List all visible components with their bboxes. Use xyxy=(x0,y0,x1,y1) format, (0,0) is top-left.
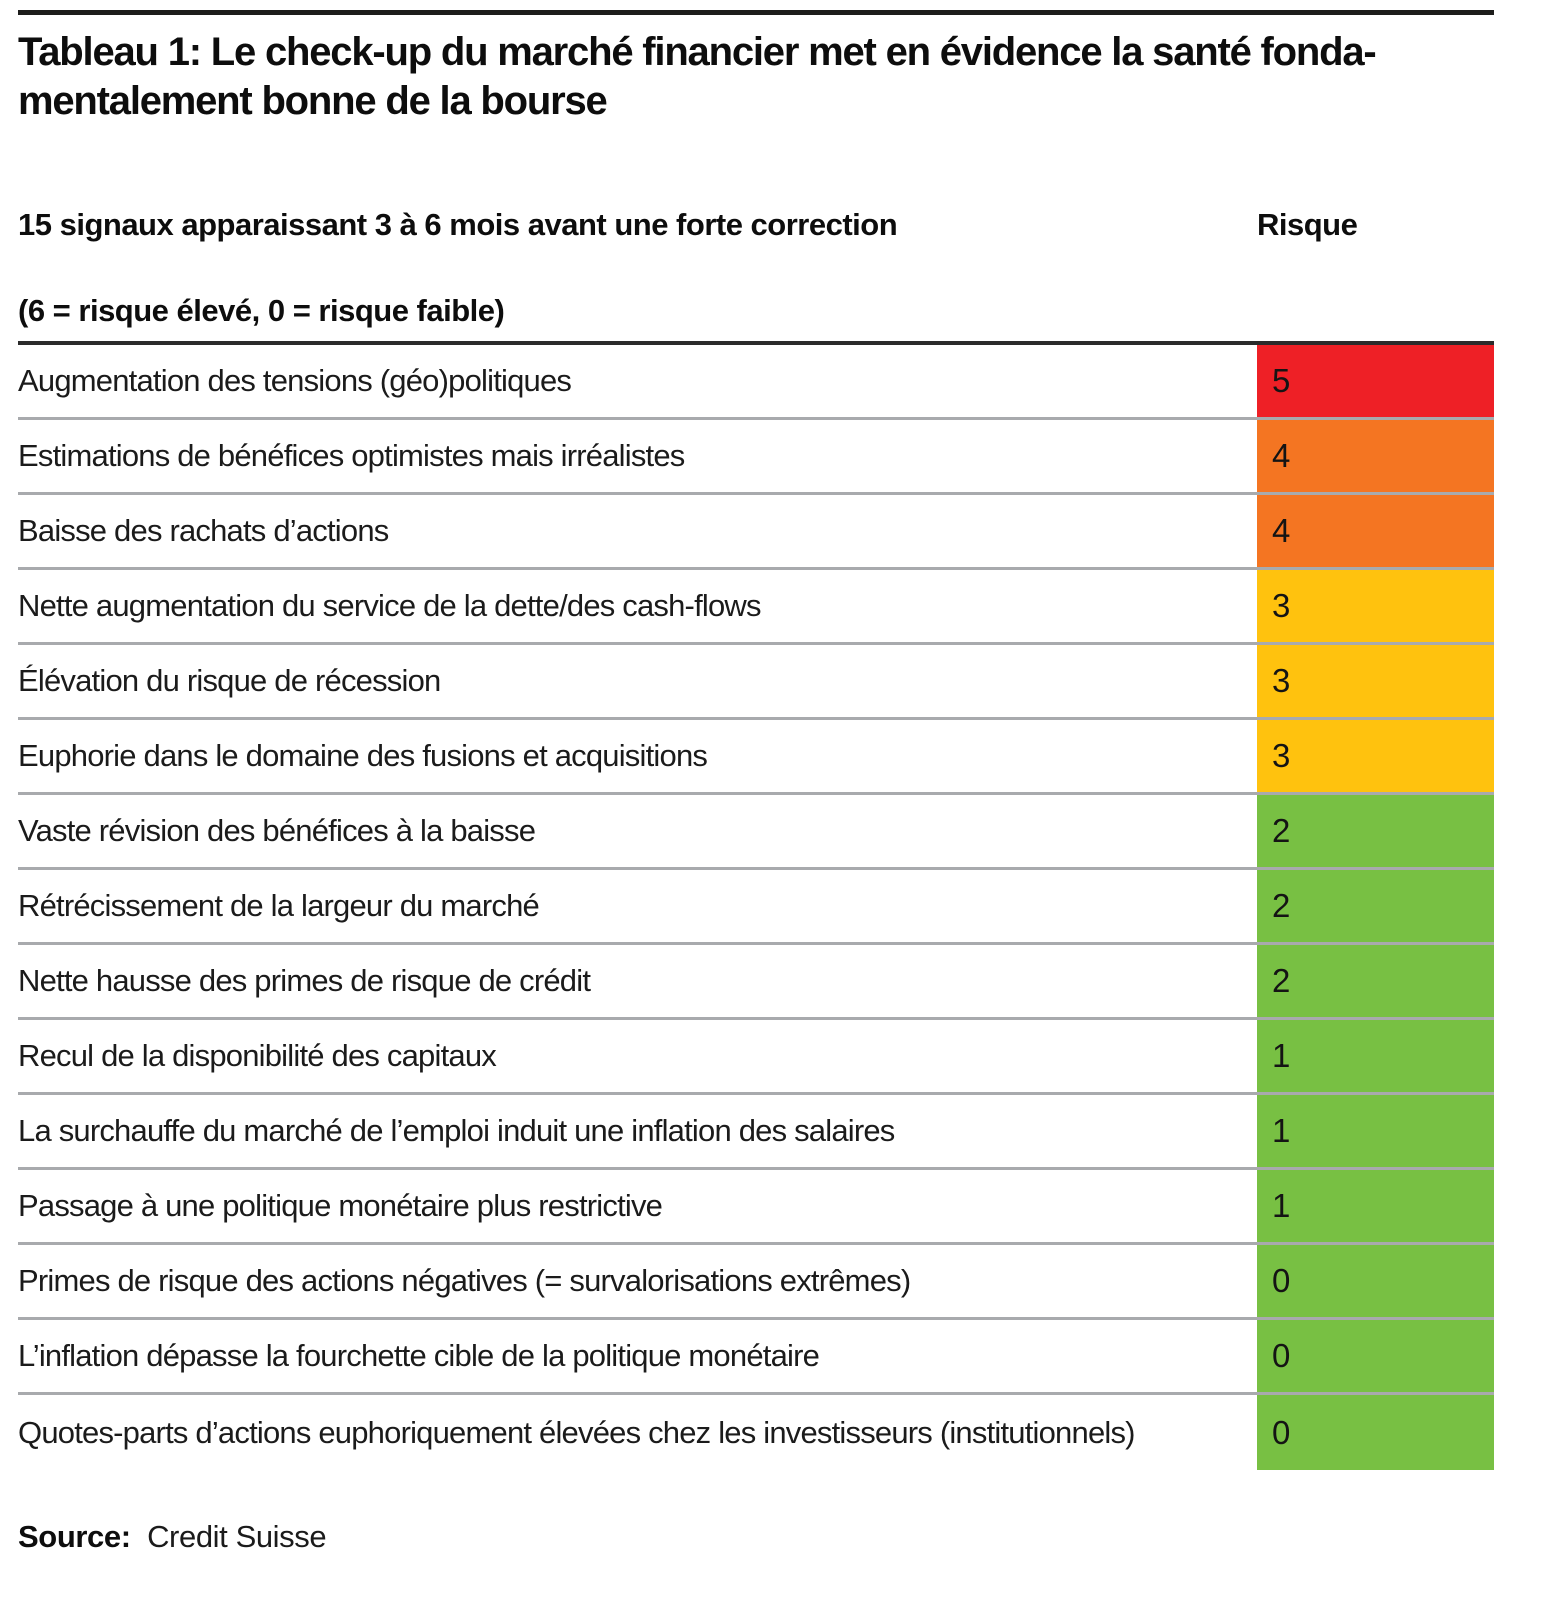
risk-value: 3 xyxy=(1272,737,1291,774)
signal-label: L’inflation dépasse la fourchette cible … xyxy=(18,1320,1257,1392)
signal-label: Vaste révision des bénéfices à la baisse xyxy=(18,795,1257,867)
table-row: Nette augmentation du service de la dett… xyxy=(18,570,1494,645)
column-header-row: 15 signaux apparaissant 3 à 6 mois avant… xyxy=(18,206,1494,244)
signal-label: Quotes-parts d’actions euphoriquement él… xyxy=(18,1395,1257,1470)
risk-value-cell: 4 xyxy=(1257,495,1494,567)
risk-value: 0 xyxy=(1272,1413,1291,1451)
source-value: Credit Suisse xyxy=(147,1519,327,1554)
table-row: Nette hausse des primes de risque de cré… xyxy=(18,945,1494,1020)
signal-label: Passage à une politique monétaire plus r… xyxy=(18,1170,1257,1242)
table-row: Quotes-parts d’actions euphoriquement él… xyxy=(18,1395,1494,1470)
risk-value: 3 xyxy=(1272,662,1291,699)
risk-value: 2 xyxy=(1272,887,1291,924)
risk-table: Augmentation des tensions (géo)politique… xyxy=(18,341,1494,1470)
source-line: Source: Credit Suisse xyxy=(18,1518,1494,1556)
risk-value-cell: 3 xyxy=(1257,645,1494,717)
risk-value: 5 xyxy=(1272,362,1291,399)
risk-value-cell: 0 xyxy=(1257,1395,1494,1470)
risk-value: 2 xyxy=(1272,812,1291,849)
table-row: Baisse des rachats d’actions 4 xyxy=(18,495,1494,570)
table-row: Estimations de bénéfices optimistes mais… xyxy=(18,420,1494,495)
table-row: Augmentation des tensions (géo)politique… xyxy=(18,345,1494,420)
figure: Tableau 1: Le check-up du marché financi… xyxy=(18,10,1494,1556)
table-row: La surchauffe du marché de l’emploi indu… xyxy=(18,1095,1494,1170)
risk-value: 2 xyxy=(1272,962,1291,999)
signal-label: Euphorie dans le domaine des fusions et … xyxy=(18,720,1257,792)
risk-scale-note: (6 = risque élevé, 0 = risque faible) xyxy=(18,293,505,328)
table-row: Primes de risque des actions négatives (… xyxy=(18,1245,1494,1320)
source-text xyxy=(139,1519,147,1554)
figure-title-line-1: Tableau 1: Le check-up du marché financi… xyxy=(18,30,1377,74)
column-header-risque: Risque xyxy=(1257,207,1358,242)
risk-value: 3 xyxy=(1272,587,1291,624)
column-header-signals: 15 signaux apparaissant 3 à 6 mois avant… xyxy=(18,207,898,242)
top-rule xyxy=(18,10,1494,15)
signal-label: Estimations de bénéfices optimistes mais… xyxy=(18,420,1257,492)
risk-value: 4 xyxy=(1272,437,1291,474)
risk-value-cell: 2 xyxy=(1257,870,1494,942)
source-label: Source: xyxy=(18,1519,131,1554)
signal-label: La surchauffe du marché de l’emploi indu… xyxy=(18,1095,1257,1167)
signal-label: Baisse des rachats d’actions xyxy=(18,495,1257,567)
risk-value: 1 xyxy=(1272,1187,1291,1224)
table-row: Euphorie dans le domaine des fusions et … xyxy=(18,720,1494,795)
risk-value-cell: 5 xyxy=(1257,345,1494,417)
risk-value: 4 xyxy=(1272,512,1291,549)
risk-value: 0 xyxy=(1272,1262,1291,1299)
risk-value-cell: 1 xyxy=(1257,1170,1494,1242)
table-row: L’inflation dépasse la fourchette cible … xyxy=(18,1320,1494,1395)
risk-table-body: Augmentation des tensions (géo)politique… xyxy=(18,345,1494,1470)
signal-label: Primes de risque des actions négatives (… xyxy=(18,1245,1257,1317)
risk-value: 0 xyxy=(1272,1337,1291,1374)
signal-label: Recul de la disponibilité des capitaux xyxy=(18,1020,1257,1092)
risk-value-cell: 0 xyxy=(1257,1245,1494,1317)
risk-value-cell: 2 xyxy=(1257,795,1494,867)
signal-label: Augmentation des tensions (géo)politique… xyxy=(18,345,1257,417)
risk-value-cell: 0 xyxy=(1257,1320,1494,1392)
signal-label: Nette hausse des primes de risque de cré… xyxy=(18,945,1257,1017)
figure-title-line-2: mentalement bonne de la bourse xyxy=(18,79,608,123)
risk-value: 1 xyxy=(1272,1112,1291,1149)
risk-value: 1 xyxy=(1272,1037,1291,1074)
risk-value-cell: 4 xyxy=(1257,420,1494,492)
risk-value-cell: 1 xyxy=(1257,1095,1494,1167)
signal-label: Nette augmentation du service de la dett… xyxy=(18,570,1257,642)
table-row: Passage à une politique monétaire plus r… xyxy=(18,1170,1494,1245)
table-row: Vaste révision des bénéfices à la baisse… xyxy=(18,795,1494,870)
risk-value-cell: 3 xyxy=(1257,720,1494,792)
risk-value-cell: 3 xyxy=(1257,570,1494,642)
risk-value-cell: 2 xyxy=(1257,945,1494,1017)
signal-label: Rétrécissement de la largeur du marché xyxy=(18,870,1257,942)
table-row: Élévation du risque de récession 3 xyxy=(18,645,1494,720)
table-row: Recul de la disponibilité des capitaux 1 xyxy=(18,1020,1494,1095)
risk-value-cell: 1 xyxy=(1257,1020,1494,1092)
signal-label: Élévation du risque de récession xyxy=(18,645,1257,717)
table-row: Rétrécissement de la largeur du marché 2 xyxy=(18,870,1494,945)
figure-title: Tableau 1: Le check-up du marché financi… xyxy=(18,28,1494,126)
